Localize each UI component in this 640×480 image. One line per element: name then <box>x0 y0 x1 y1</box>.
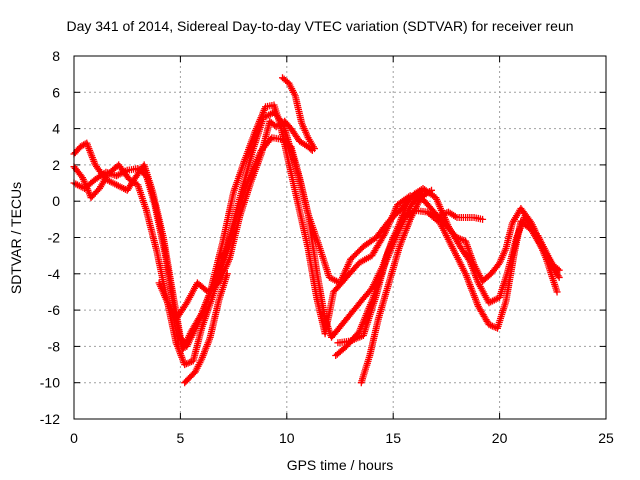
chart-title: Day 341 of 2014, Sidereal Day-to-day VTE… <box>66 18 574 34</box>
y-tick-label: 8 <box>52 48 60 64</box>
y-tick-label: 0 <box>52 193 60 209</box>
y-tick-label: 2 <box>52 157 60 173</box>
series-track-7 <box>357 186 436 387</box>
y-tick-label: 4 <box>52 121 60 137</box>
x-axis-label: GPS time / hours <box>286 457 394 473</box>
series-track-9 <box>334 188 423 347</box>
data-point-markers <box>530 226 561 276</box>
series-track-5 <box>279 74 318 153</box>
x-tick-label: 15 <box>385 430 401 446</box>
x-tick-label: 5 <box>177 430 185 446</box>
data-point-markers <box>334 188 423 347</box>
plot-frame <box>73 55 607 420</box>
axis-ticks: 0 5 10 15 20 25 -12 -10 -8 -6 -4 -2 0 2 4 6 8 <box>40 48 614 446</box>
series-track-4 <box>155 117 316 323</box>
y-tick-label: -8 <box>48 338 61 354</box>
x-tick-label: 0 <box>70 430 78 446</box>
data-point-markers <box>181 270 231 387</box>
series-track-10 <box>436 208 487 223</box>
x-tick-label: 10 <box>279 430 295 446</box>
y-tick-label: -2 <box>48 230 61 246</box>
series-track-11 <box>530 226 561 276</box>
x-tick-label: 25 <box>598 430 614 446</box>
y-tick-label: -10 <box>40 375 60 391</box>
data-point-markers <box>155 117 316 323</box>
data-point-markers <box>357 186 436 387</box>
data-point-markers <box>70 101 563 350</box>
y-tick-label: 6 <box>52 84 60 100</box>
y-tick-label: -4 <box>48 266 61 282</box>
data-point-markers <box>279 74 318 153</box>
data-point-markers <box>436 208 487 223</box>
data-series <box>70 74 563 387</box>
series-track-2 <box>70 101 563 350</box>
x-tick-label: 20 <box>492 430 508 446</box>
y-tick-label: -6 <box>48 302 61 318</box>
series-track-6 <box>181 270 231 387</box>
y-tick-label: -12 <box>40 411 60 427</box>
